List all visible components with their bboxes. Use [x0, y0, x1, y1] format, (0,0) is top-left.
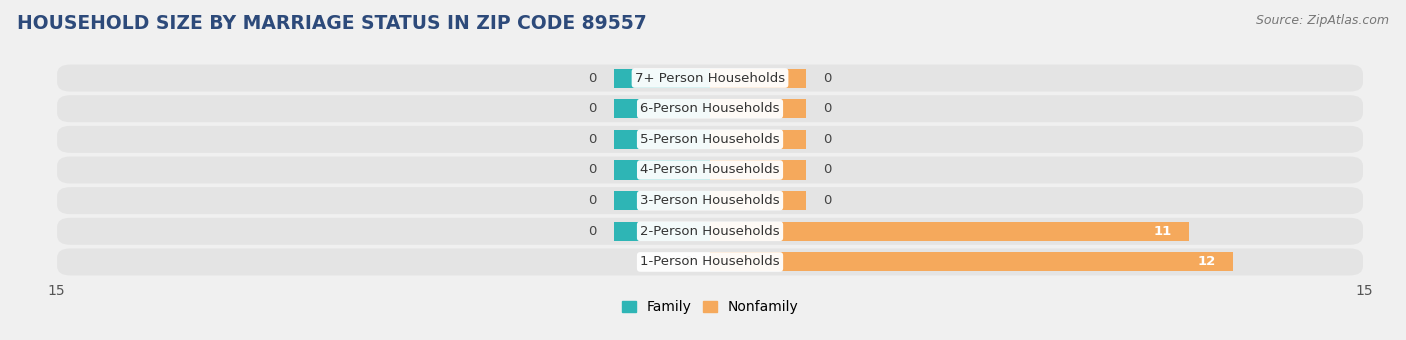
Text: 5-Person Households: 5-Person Households — [640, 133, 780, 146]
FancyBboxPatch shape — [58, 95, 1362, 122]
FancyBboxPatch shape — [58, 249, 1362, 275]
Text: Source: ZipAtlas.com: Source: ZipAtlas.com — [1256, 14, 1389, 27]
Text: 0: 0 — [588, 164, 596, 176]
Text: 4-Person Households: 4-Person Households — [640, 164, 780, 176]
FancyBboxPatch shape — [58, 218, 1362, 245]
Bar — [710, 69, 806, 88]
Text: 0: 0 — [824, 194, 832, 207]
Text: 0: 0 — [824, 71, 832, 85]
Bar — [614, 160, 710, 180]
Text: 1-Person Households: 1-Person Households — [640, 255, 780, 269]
FancyBboxPatch shape — [58, 126, 1362, 153]
Bar — [710, 191, 806, 210]
Bar — [614, 130, 710, 149]
Text: 2-Person Households: 2-Person Households — [640, 225, 780, 238]
Text: 6-Person Households: 6-Person Households — [640, 102, 780, 115]
Bar — [710, 222, 1189, 241]
Text: 0: 0 — [824, 133, 832, 146]
Text: 12: 12 — [1198, 255, 1216, 269]
Bar — [710, 160, 806, 180]
Bar — [614, 99, 710, 118]
Text: 0: 0 — [588, 71, 596, 85]
Bar — [710, 252, 1233, 271]
Text: 3-Person Households: 3-Person Households — [640, 194, 780, 207]
Text: 0: 0 — [824, 102, 832, 115]
Text: 7+ Person Households: 7+ Person Households — [636, 71, 785, 85]
Bar — [710, 99, 806, 118]
Text: 0: 0 — [588, 133, 596, 146]
Legend: Family, Nonfamily: Family, Nonfamily — [616, 295, 804, 320]
Text: 0: 0 — [588, 102, 596, 115]
Bar — [614, 222, 710, 241]
Text: HOUSEHOLD SIZE BY MARRIAGE STATUS IN ZIP CODE 89557: HOUSEHOLD SIZE BY MARRIAGE STATUS IN ZIP… — [17, 14, 647, 33]
Text: 11: 11 — [1154, 225, 1173, 238]
FancyBboxPatch shape — [58, 65, 1362, 91]
Text: 0: 0 — [588, 225, 596, 238]
FancyBboxPatch shape — [58, 187, 1362, 214]
Bar — [614, 69, 710, 88]
Bar — [710, 130, 806, 149]
Bar — [614, 191, 710, 210]
Text: 0: 0 — [685, 255, 693, 269]
Text: 0: 0 — [824, 164, 832, 176]
Text: 0: 0 — [588, 194, 596, 207]
FancyBboxPatch shape — [58, 156, 1362, 184]
